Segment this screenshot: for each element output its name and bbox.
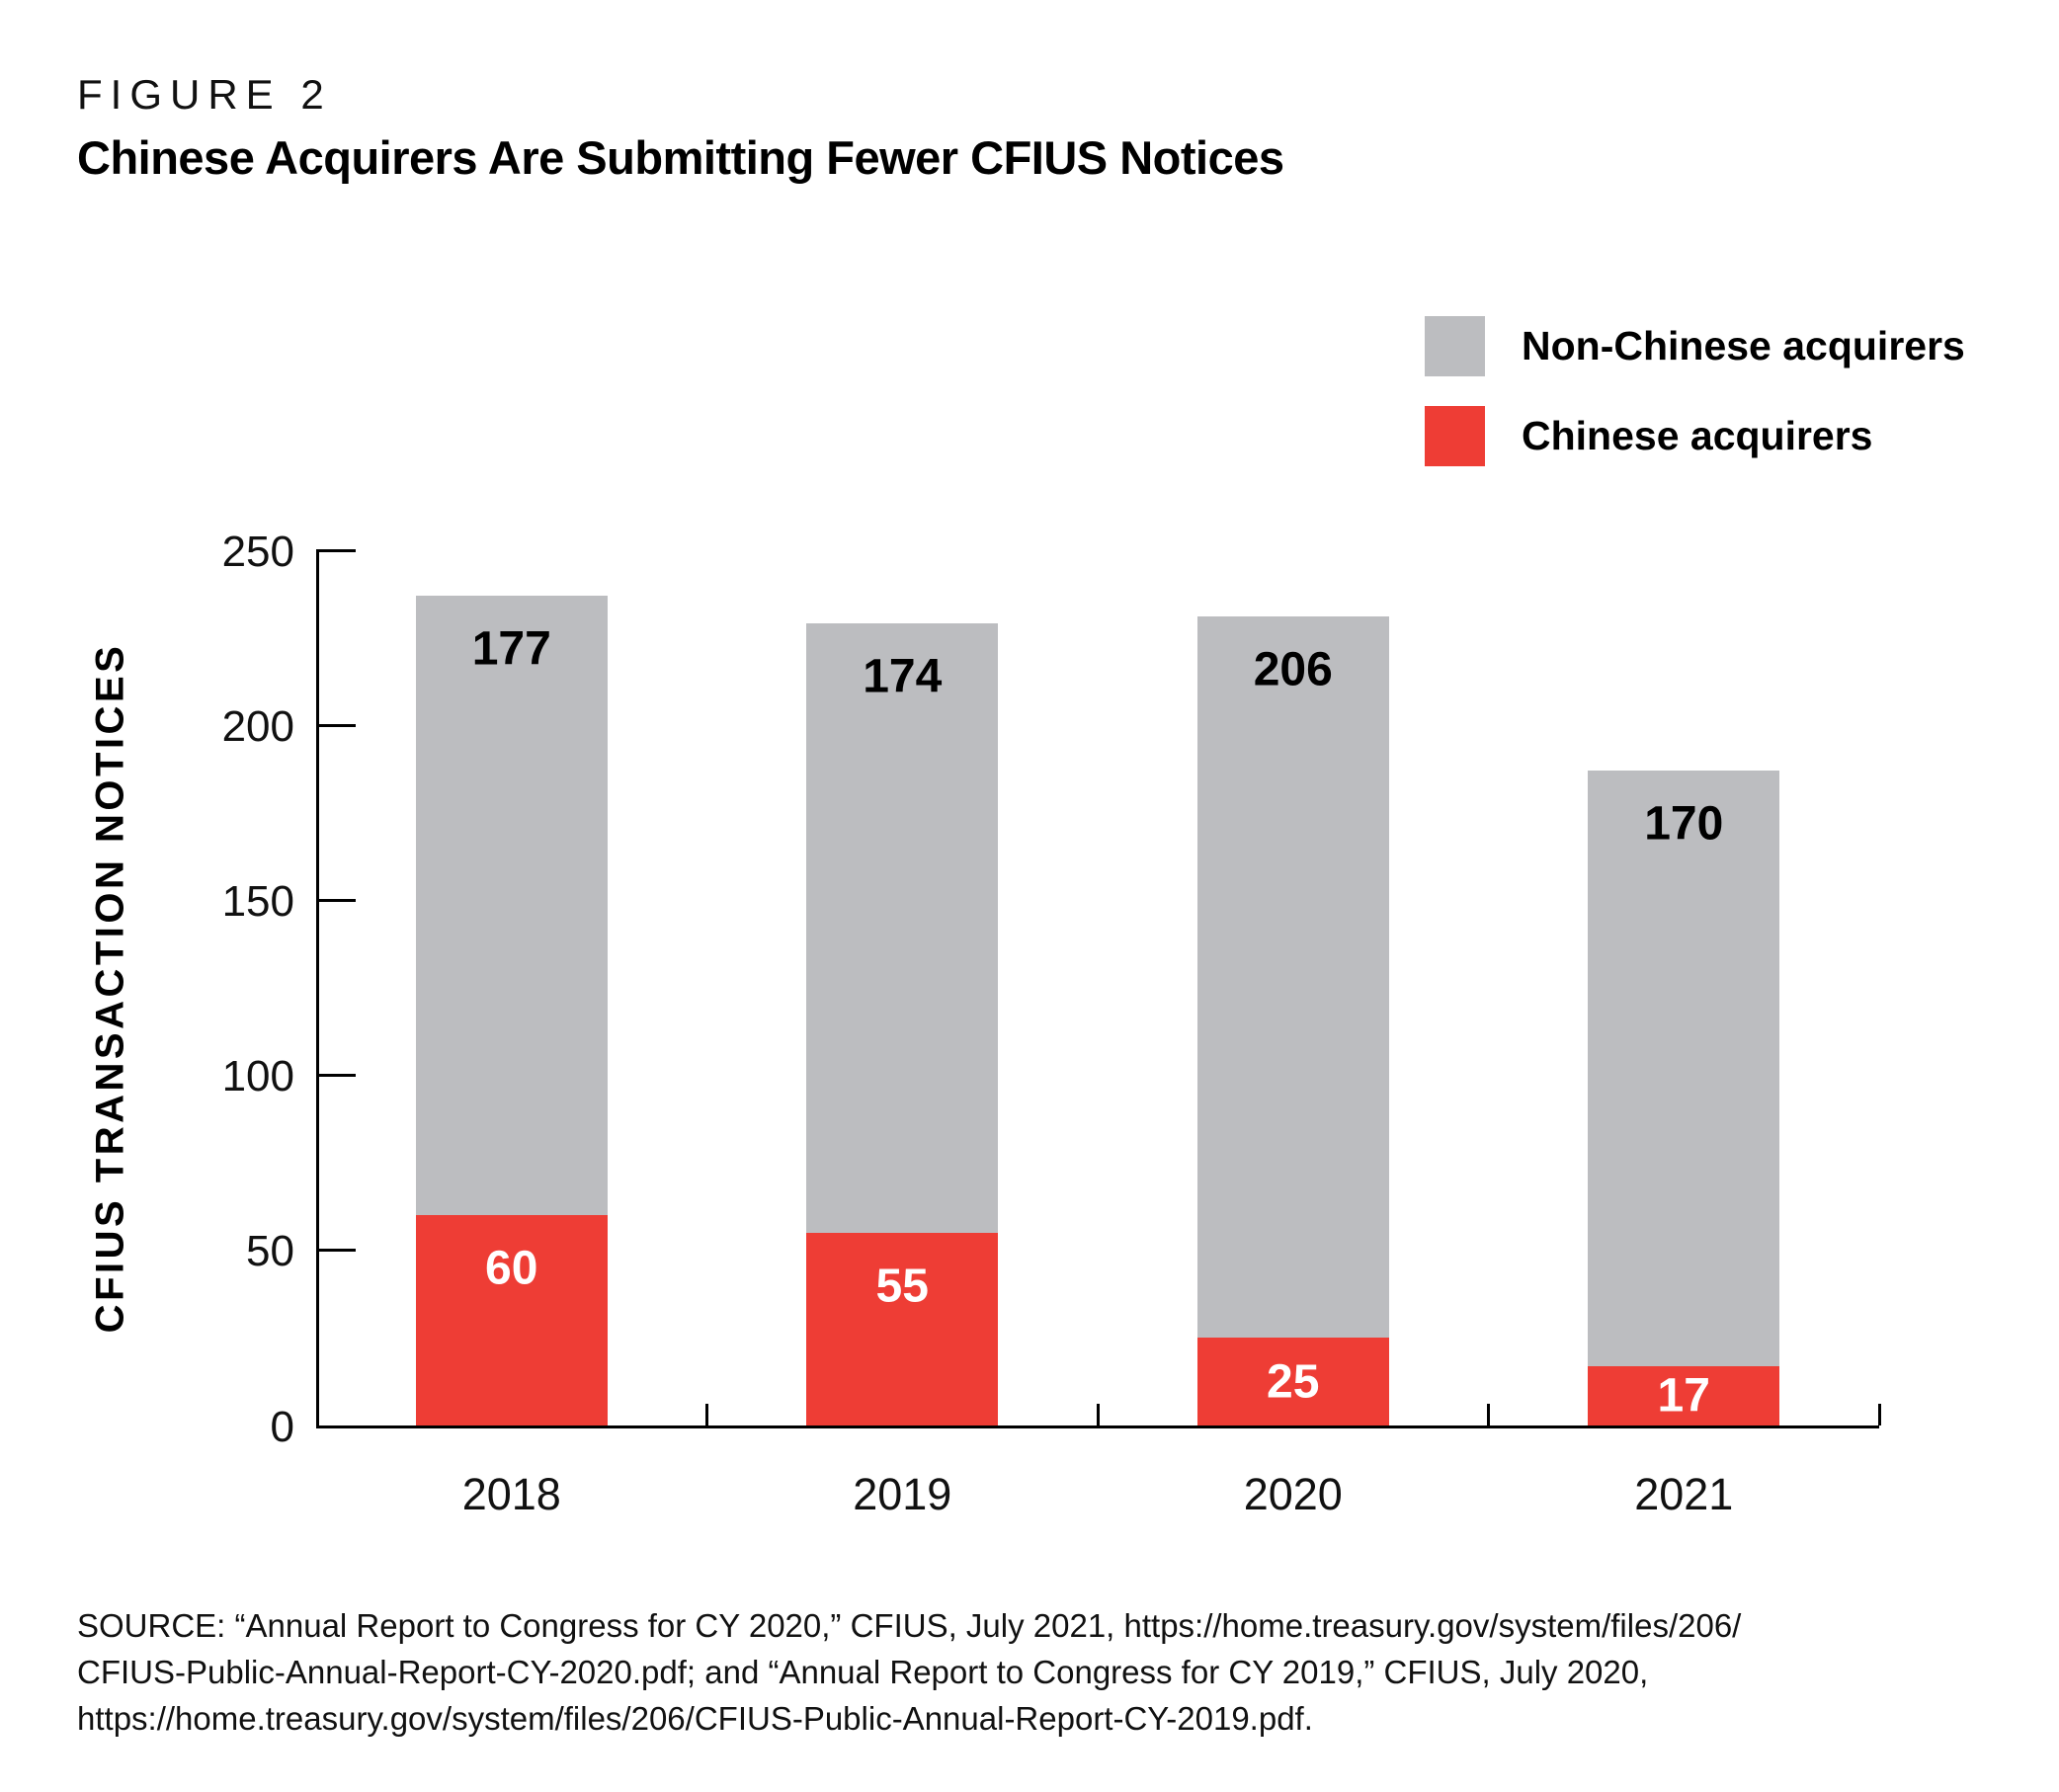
x-axis-category-label: 2018 bbox=[461, 1469, 561, 1519]
bar-2021-non-chinese-segment bbox=[1588, 771, 1780, 1366]
chart-legend: Non-Chinese acquirers Chinese acquirers bbox=[1425, 316, 1965, 496]
source-note: SOURCE: “Annual Report to Congress for C… bbox=[77, 1602, 1741, 1742]
legend-item: Non-Chinese acquirers bbox=[1425, 316, 1965, 376]
x-axis-category-label: 2021 bbox=[1634, 1469, 1734, 1519]
y-tick-label: 250 bbox=[221, 527, 294, 576]
y-tick bbox=[316, 898, 356, 902]
bar-2020-chinese-segment bbox=[1196, 1338, 1389, 1425]
y-tick-label: 200 bbox=[221, 701, 294, 751]
source-line: CFIUS-Public-Annual-Report-CY-2020.pdf; … bbox=[77, 1654, 1649, 1690]
legend-label: Chinese acquirers bbox=[1522, 413, 1873, 458]
y-tick-label: 50 bbox=[246, 1227, 294, 1276]
bar-value-label: 17 bbox=[1657, 1369, 1710, 1423]
bar-2018-non-chinese-segment bbox=[415, 596, 608, 1216]
bar-2018-chinese-segment bbox=[415, 1215, 608, 1425]
y-tick-label: 100 bbox=[221, 1052, 294, 1101]
y-tick bbox=[316, 1074, 356, 1078]
legend-label: Non-Chinese acquirers bbox=[1522, 323, 1965, 368]
x-tick bbox=[1877, 1404, 1881, 1425]
bar-value-label: 25 bbox=[1267, 1355, 1320, 1409]
figure-label: FIGURE 2 bbox=[77, 71, 332, 118]
x-tick bbox=[705, 1404, 708, 1425]
bar-value-label: 177 bbox=[471, 622, 551, 676]
y-tick-label: 150 bbox=[221, 876, 294, 926]
y-tick-label: 0 bbox=[270, 1402, 294, 1451]
x-axis-category-label: 2019 bbox=[853, 1469, 952, 1519]
bar-2019-non-chinese-segment bbox=[806, 623, 999, 1234]
bar-2019-chinese-segment bbox=[806, 1233, 999, 1425]
bar-value-label: 60 bbox=[485, 1242, 538, 1295]
bar-value-label: 206 bbox=[1253, 643, 1333, 696]
source-line: https://home.treasury.gov/system/files/2… bbox=[77, 1700, 1313, 1737]
y-tick bbox=[316, 723, 356, 727]
y-tick bbox=[316, 1249, 356, 1253]
x-tick bbox=[1096, 1404, 1100, 1425]
page-title: Chinese Acquirers Are Submitting Fewer C… bbox=[77, 131, 1284, 184]
y-tick bbox=[316, 548, 356, 552]
x-axis-category-label: 2020 bbox=[1243, 1469, 1343, 1519]
y-axis-line bbox=[316, 550, 319, 1428]
bar-2021-chinese-segment bbox=[1588, 1365, 1780, 1425]
legend-swatch-non-chinese bbox=[1425, 316, 1485, 376]
bar-2020-non-chinese-segment bbox=[1196, 616, 1389, 1339]
x-tick bbox=[1487, 1404, 1490, 1425]
x-axis-line bbox=[316, 1425, 1879, 1428]
legend-swatch-chinese bbox=[1425, 406, 1485, 466]
y-axis-title: CFIUS TRANSACTION NOTICES bbox=[88, 642, 132, 1334]
bar-value-label: 174 bbox=[863, 650, 943, 703]
bar-value-label: 170 bbox=[1644, 797, 1724, 851]
legend-item: Chinese acquirers bbox=[1425, 406, 1965, 466]
bar-value-label: 55 bbox=[875, 1260, 929, 1313]
source-line: SOURCE: “Annual Report to Congress for C… bbox=[77, 1607, 1742, 1644]
